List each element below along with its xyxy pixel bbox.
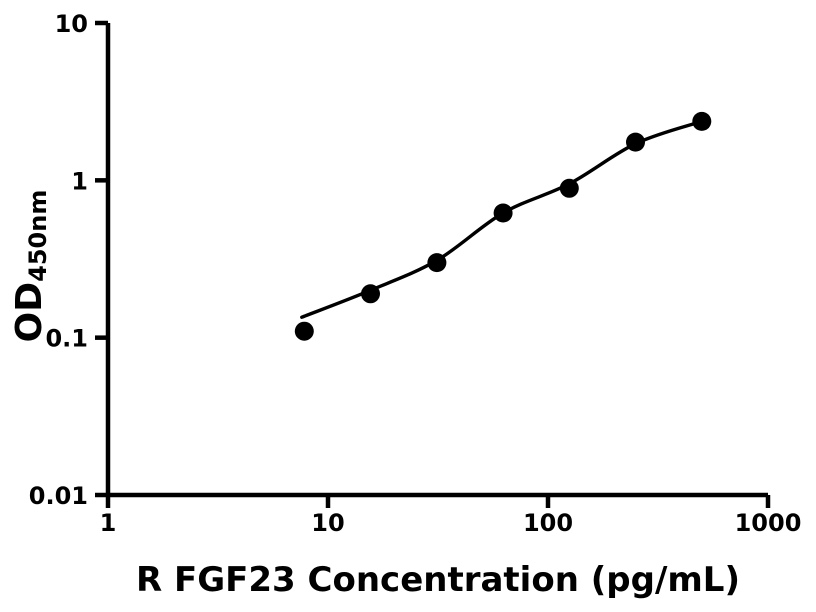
x-tick-label: 1000 xyxy=(735,509,802,537)
data-point xyxy=(294,321,314,341)
y-tick-label: 0.1 xyxy=(45,325,88,353)
plot-area: 1 10 100 1000 0.01 0.1 1 10 xyxy=(29,10,802,537)
x-tick-label: 10 xyxy=(311,509,344,537)
data-point xyxy=(427,253,447,273)
y-tick-label: 1 xyxy=(71,167,88,195)
data-point xyxy=(361,284,380,304)
data-point xyxy=(559,178,579,198)
y-axis-title-subscript: 450nm xyxy=(24,190,52,282)
x-tick-label: 100 xyxy=(523,509,573,537)
y-tick-label: 10 xyxy=(55,10,88,38)
x-tick-label: 1 xyxy=(100,509,117,537)
y-axis-title-main: OD xyxy=(9,282,50,343)
y-tick-label: 0.01 xyxy=(29,482,88,510)
y-axis-title: OD450nm xyxy=(9,190,52,343)
x-axis-title: R FGF23 Concentration (pg/mL) xyxy=(136,560,740,600)
data-point xyxy=(493,203,513,223)
data-point xyxy=(626,132,645,152)
data-point xyxy=(692,111,712,131)
